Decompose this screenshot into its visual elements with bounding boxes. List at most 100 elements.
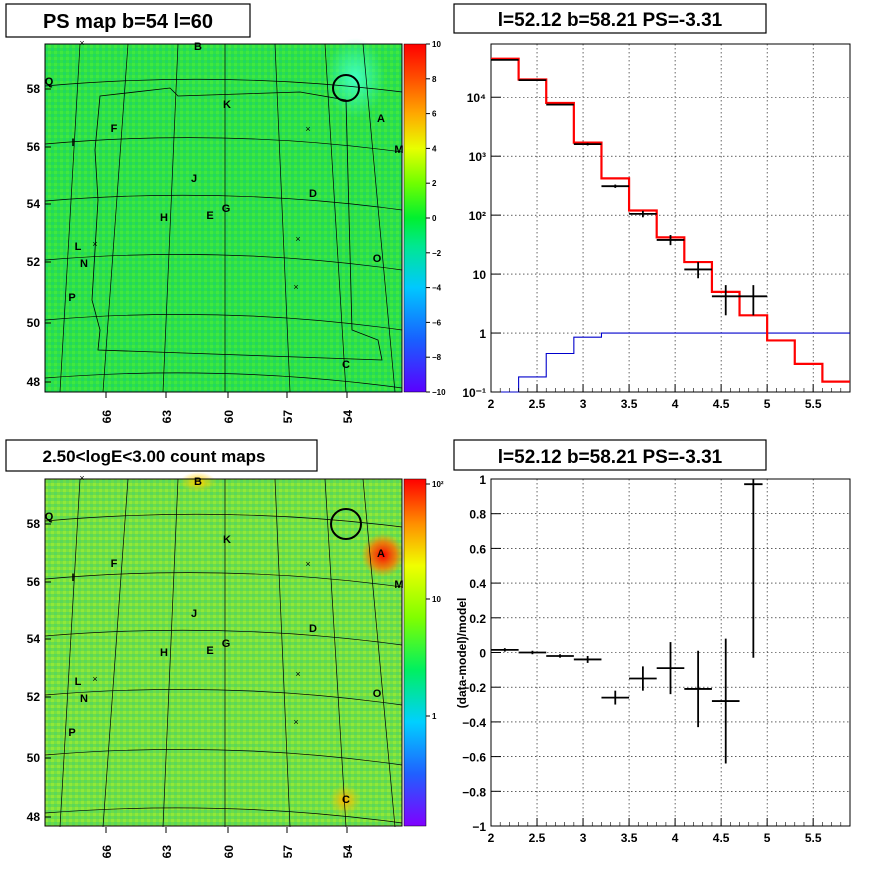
colorbar-tick-label: −6 [432,318,442,327]
colorbar-tick-label: 8 [432,75,437,84]
y-tick-label: 58 [27,517,41,531]
y-tick-label: 10 [473,268,487,282]
x-tick-label: 2.5 [529,397,546,411]
residual-x-ticks: 2 2.5 3 3.5 4 4.5 5 5.5 [488,818,851,845]
spectrum-title: l=52.12 b=58.21 PS=-3.31 [498,10,723,31]
latitude-line [44,314,403,331]
source-label: B [194,476,202,488]
spectrum-data-point [601,184,630,188]
latitude-line [44,194,403,211]
source-marker: × [305,124,310,134]
y-tick-label: 1 [479,327,486,341]
source-label: Q [45,511,54,523]
longitude-line [324,478,347,828]
residual-panel: l=52.12 b=58.21 PS=-3.31 2 2.5 3 3.5 4 4.5 5 5.… [453,439,851,845]
longitude-line [324,43,347,393]
ps-map-x-ticks: 66 63 60 57 54 [100,392,355,423]
source-label: H [160,647,168,659]
count-map-title: 2.50<logE<3.00 count maps [43,447,266,466]
source-marker: × [79,38,84,48]
colorbar-tick-label: −10 [432,388,446,397]
y-tick-label: 58 [27,82,41,96]
spectrum-x-ticks: 2 2.5 3 3.5 4 4.5 5 5.5 [488,384,851,411]
source-label: I [71,572,74,584]
residual-data-series [491,479,763,764]
count-map-image [45,479,402,826]
y-tick-label: 52 [27,690,41,704]
longitude-line [162,43,179,393]
y-tick-label: 50 [27,316,41,330]
spectrum-data-point [573,142,602,146]
source-label: K [223,99,231,111]
colorbar-tick-label: 2 [432,179,437,188]
count-map-title-box [5,439,318,472]
residual-data-point [711,638,740,764]
y-tick-label: 56 [27,140,41,154]
residual-data-point [491,648,519,652]
residual-data-point [656,642,685,695]
source-label: H [160,212,168,224]
ps-map-coord-grid [44,43,403,393]
x-tick-label: 66 [100,845,114,859]
x-tick-label: 3.5 [621,397,638,411]
x-tick-label: 3.5 [621,831,638,845]
count-map-x-ticks: 66 63 60 57 54 [100,827,355,858]
source-label: O [373,688,382,700]
ps-map-title: PS map b=54 l=60 [43,11,213,33]
source-label: L [75,676,82,688]
x-tick-label: 4.5 [713,397,730,411]
latitude-line [44,372,403,389]
y-tick-label: −0.8 [462,785,486,799]
colorbar-tick-label: 10 [432,595,441,604]
x-tick-label: 4 [672,397,679,411]
count-map-frame [44,478,403,827]
y-tick-label: −0.2 [462,681,486,695]
colorbar-tick-label: 0 [432,214,437,223]
x-tick-label: 2.5 [529,831,546,845]
count-map-source-c-blob [329,784,361,816]
ps-map-title-box [5,3,251,38]
x-tick-label: 63 [160,845,174,859]
x-tick-label: 57 [281,845,295,859]
latitude-line [44,807,403,824]
latitude-line [44,513,403,528]
x-tick-label: 4 [672,831,679,845]
latitude-line [44,629,403,646]
y-tick-label: 0.6 [469,542,486,556]
count-map-source-labels: B Q K A F I M J D G H E LN O P C × × × × × [45,473,404,806]
spectrum-data-point [546,103,574,106]
residual-data-point [744,479,763,658]
ps-map-colorbar-ticks: 10 8 6 4 2 0 −2 −4 −6 −8 −10 [426,40,446,397]
colorbar-tick-label: 6 [432,110,437,119]
longitude-line [59,478,81,828]
source-label: J [191,608,197,620]
longitude-line [102,43,129,393]
y-tick-label: 50 [27,751,41,765]
x-tick-label: 66 [100,410,114,424]
source-label: E [206,210,213,222]
source-marker: × [305,559,310,569]
x-tick-label: 54 [341,845,355,859]
source-label: C [342,794,350,806]
spectrum-data-point [518,79,547,82]
source-marker: × [293,717,298,727]
x-tick-label: 5.5 [805,397,822,411]
longitude-line [362,43,396,393]
spectrum-data-series [491,58,768,316]
x-tick-label: 63 [160,410,174,424]
colorbar-tick-label: 1 [432,712,437,721]
residual-y-ticks: −1 −0.8 −0.6 −0.4 −0.2 0 0.2 0.4 0.6 0.8 1 [462,473,501,834]
x-tick-label: 60 [222,410,236,424]
y-tick-label: 0.2 [469,612,486,626]
ps-map-y-ticks: 58 56 54 52 50 48 [27,82,51,389]
source-label: D [309,623,317,635]
y-tick-label: 0 [479,647,486,661]
spectrum-panel: l=52.12 b=58.21 PS=-3.31 2 2.5 3 3.5 4 4.5 5 5.… [453,3,851,411]
spectrum-background-series [491,332,850,393]
longitude-line [274,43,291,393]
count-map-y-ticks: 58 56 54 52 50 48 [27,517,51,824]
residual-y-axis-label: (data-model)/model [455,598,469,709]
y-tick-label: 10² [469,209,486,223]
source-label: F [111,558,118,570]
